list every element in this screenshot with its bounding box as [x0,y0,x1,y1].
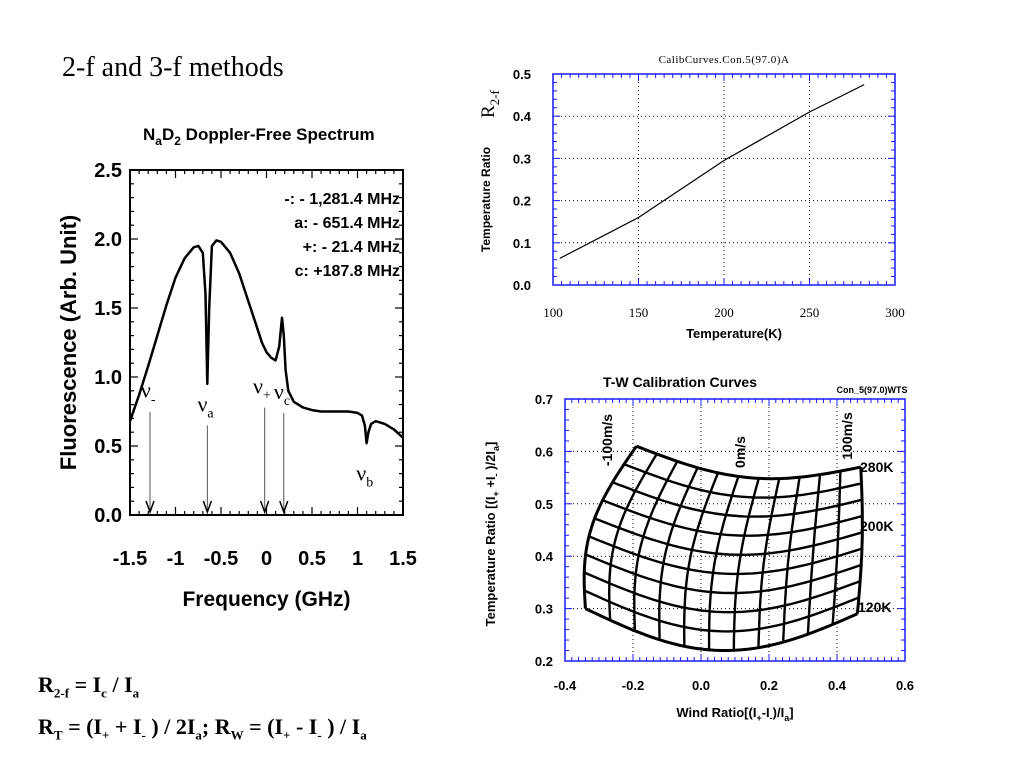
x-tick-label: 100 [543,305,563,320]
y-tick-label: 0.5 [535,497,553,512]
marker-arrowhead [259,500,270,515]
wind-curve [806,474,822,635]
x-tick-label: 0.0 [692,678,710,693]
wind-curve [658,467,699,640]
x-tick-label: -0.5 [204,548,238,570]
y-axis-label: Temperature Ratio [479,147,493,252]
temperature-curve [585,553,862,595]
y-tick-label: 0.3 [535,602,553,617]
temperature-label: 280K [860,459,893,475]
frequency-annotation: -: - 1,281.4 MHz [284,191,400,208]
temperature-curve [612,481,863,518]
formulas: R2-f = Ic / Ia RT = (I+ + I- ) / 2Ia; RW… [38,668,367,753]
y-tick-label: 0.2 [535,654,553,669]
frequency-annotation: c: +187.8 MHz [295,263,400,280]
temperature-curve [583,571,861,614]
y-axis-label: Fluorescence (Arb. Unit) [56,215,81,470]
wind-speed-label: 100m/s [839,412,855,460]
temperature-label: 120K [858,599,891,615]
x-tick-label: 1 [352,548,363,570]
y-axis-label: Temperature Ratio [(I+ +I- )/2Ia] [483,442,501,627]
x-tick-label: 150 [629,305,649,320]
y-tick-label: 0.0 [513,278,531,293]
marker-label: νb [356,461,373,491]
temperature-curve [583,589,860,633]
spectrum-title: NaD2 Doppler-Free Spectrum [143,125,375,148]
wind-curve [782,477,801,643]
x-tick-label: -1 [167,548,185,570]
slide-title: 2-f and 3-f methods [62,52,284,83]
frequency-annotation: a: - 651.4 MHz [294,215,400,232]
temperature-curve [594,517,863,557]
wind-curve [831,471,842,625]
x-tick-label: 200 [714,305,734,320]
temperature-curve [584,607,859,652]
frequency-annotation: +: - 21.4 MHz [303,239,400,256]
temperature-curve [635,444,862,481]
y-tick-label: 0.6 [535,444,553,459]
wind-curve [855,467,864,614]
y-tick-label: 0.3 [513,151,531,166]
x-axis-label: Wind Ratio[(I+-I-)/Ia] [676,705,793,723]
wind-speed-label: -100m/s [599,414,615,466]
x-tick-label: -1.5 [113,548,147,570]
y-tick-label: 0.7 [535,392,553,407]
wind-curve [582,445,638,609]
wind-curve [683,472,720,647]
marker-arrowhead [279,500,289,515]
marker-label: ν+ [253,374,271,404]
r2f-label: R2-f [478,89,502,118]
y-tick-label: 2.0 [94,229,122,251]
y-tick-label: 0.0 [94,505,122,527]
temperature-curve [602,499,863,537]
temperature-curve [588,535,863,576]
marker-arrowhead [145,500,155,515]
temperature-label: 200K [860,518,893,534]
x-tick-label: 300 [885,305,905,320]
marker-label: νc [274,379,290,409]
x-axis-label: Temperature(K) [686,326,782,341]
y-tick-label: 0.5 [513,67,531,82]
x-tick-label: -0.4 [554,678,577,693]
marker-arrowhead [202,500,213,515]
y-tick-label: 0.2 [513,194,531,209]
chart-title: T-W Calibration Curves [603,374,757,390]
formula-rt-rw: RT = (I+ + I- ) / 2Ia; RW = (I+ - I- ) /… [38,714,367,743]
y-tick-label: 0.5 [94,436,122,458]
x-tick-label: -0.2 [622,678,644,693]
temperature-curve [623,463,862,499]
spectrum-line [128,239,404,445]
chart-subtitle: Con_5(97.0)WTS [836,385,907,395]
y-tick-label: 1.5 [94,298,122,320]
y-tick-label: 0.4 [535,549,554,564]
wind-curve [607,453,658,621]
wind-curve [757,478,781,648]
wind-speed-label: 0m/s [732,436,748,468]
y-tick-label: 0.4 [513,109,532,124]
x-tick-label: 250 [800,305,820,320]
x-tick-label: 0.5 [298,548,326,570]
y-tick-label: 2.5 [94,160,122,182]
x-tick-label: 0.6 [896,678,914,693]
wind-curve [633,460,679,631]
y-tick-label: 1.0 [94,367,122,389]
marker-label: νa [197,392,214,422]
x-tick-label: 0.2 [760,678,778,693]
calibration-line [559,84,865,259]
x-tick-label: 1.5 [389,548,417,570]
x-tick-label: 0 [261,548,272,570]
y-tick-label: 0.1 [513,236,531,251]
x-axis-label: Frequency (GHz) [182,588,350,611]
formula-r2f: R2-f = Ic / Ia [38,672,140,701]
x-tick-label: 0.4 [828,678,847,693]
chart-title: CalibCurves.Con.5(97.0)A [659,54,790,66]
marker-label: ν- [141,378,156,408]
wind-curve [707,476,740,650]
wind-curve [732,477,760,651]
